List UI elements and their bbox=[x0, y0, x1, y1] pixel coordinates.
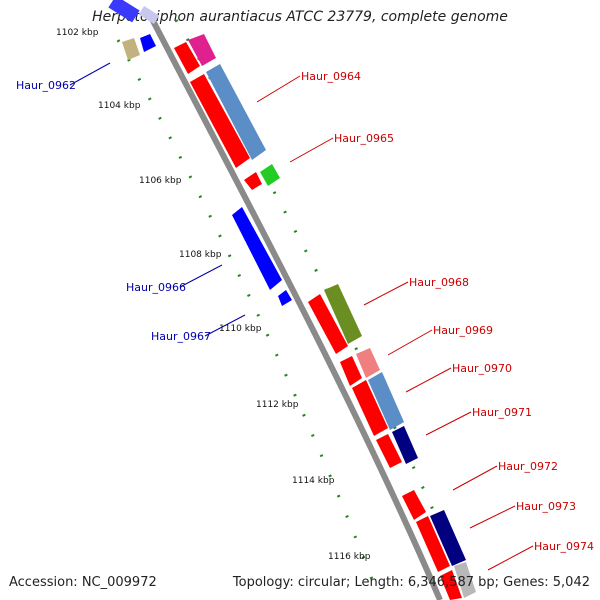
gene-block bbox=[430, 510, 466, 566]
kbp-label: 1110 kbp bbox=[219, 324, 262, 334]
gene-block bbox=[188, 34, 216, 66]
gene-block bbox=[308, 294, 348, 354]
leader-haur-0965 bbox=[289, 137, 334, 163]
gene-haur-0962[interactable] bbox=[122, 38, 140, 60]
gene-haur-0968[interactable] bbox=[324, 284, 362, 344]
gene-block bbox=[206, 64, 266, 160]
leader-haur-0964 bbox=[256, 75, 301, 103]
gene-label-haur-0974[interactable]: Haur_0974 bbox=[534, 540, 594, 553]
kbp-label: 1108 kbp bbox=[179, 250, 222, 260]
gene-haur-0967[interactable] bbox=[278, 290, 292, 306]
gene-haur-0972[interactable] bbox=[402, 490, 426, 520]
gene-label-haur-0971[interactable]: Haur_0971 bbox=[472, 406, 532, 419]
gene-block bbox=[392, 426, 418, 464]
topology-label: Topology: circular; Length: 6,346,587 bp… bbox=[232, 575, 590, 590]
gene-label-haur-0972[interactable]: Haur_0972 bbox=[498, 460, 558, 473]
leader-haur-0967 bbox=[204, 314, 246, 337]
kbp-label: 1112 kbp bbox=[256, 400, 299, 410]
leader-haur-0962 bbox=[69, 62, 111, 86]
gene-block bbox=[108, 0, 140, 23]
genome-backbone bbox=[147, 13, 443, 600]
leader-haur-0974 bbox=[487, 545, 534, 571]
kbp-label: 1116 kbp bbox=[328, 552, 371, 562]
map-title: Herpetosiphon aurantiacus ATCC 23779, co… bbox=[92, 9, 508, 25]
kbp-label: 1114 kbp bbox=[292, 476, 335, 486]
leader-haur-0969 bbox=[387, 329, 433, 356]
kbp-label: 1104 kbp bbox=[98, 101, 141, 111]
gene-label-haur-0970[interactable]: Haur_0970 bbox=[452, 362, 512, 375]
gene-label-haur-0973[interactable]: Haur_0973 bbox=[516, 500, 576, 513]
gene-block bbox=[368, 372, 404, 430]
leader-haur-0966 bbox=[179, 264, 223, 288]
gene-label-haur-0969[interactable]: Haur_0969 bbox=[433, 324, 493, 337]
leader-haur-0971 bbox=[425, 411, 472, 436]
gene-haur-0971[interactable] bbox=[376, 434, 402, 468]
gene-haur-0965[interactable] bbox=[244, 172, 262, 190]
accession-label: Accession: NC_009972 bbox=[9, 575, 157, 590]
gene-label-haur-0962[interactable]: Haur_0962 bbox=[16, 79, 76, 92]
gene-haur-0969[interactable] bbox=[340, 356, 362, 386]
gene-haur-0970[interactable] bbox=[352, 380, 388, 436]
gene-block bbox=[174, 42, 200, 74]
kbp-label: 1102 kbp bbox=[56, 28, 99, 38]
gene-haur-0973[interactable] bbox=[416, 516, 450, 572]
gene-label-haur-0964[interactable]: Haur_0964 bbox=[301, 70, 361, 83]
gene-block bbox=[140, 34, 156, 52]
gene-label-haur-0968[interactable]: Haur_0968 bbox=[409, 276, 469, 289]
gene-block bbox=[138, 5, 160, 25]
leader-haur-0968 bbox=[363, 281, 409, 306]
gene-block bbox=[454, 562, 476, 598]
gene-block bbox=[356, 348, 380, 378]
gene-label-haur-0966[interactable]: Haur_0966 bbox=[126, 281, 186, 294]
leader-haur-0970 bbox=[405, 367, 452, 393]
leader-haur-0972 bbox=[452, 465, 498, 491]
leader-haur-0973 bbox=[469, 505, 516, 529]
kbp-label: 1106 kbp bbox=[139, 176, 182, 186]
gene-haur-0974[interactable] bbox=[440, 570, 462, 600]
gene-haur-0964[interactable] bbox=[190, 74, 250, 168]
gene-block bbox=[260, 164, 280, 186]
gene-label-haur-0965[interactable]: Haur_0965 bbox=[334, 132, 394, 145]
gene-haur-0966[interactable] bbox=[232, 207, 282, 290]
gene-label-haur-0967[interactable]: Haur_0967 bbox=[151, 330, 211, 343]
